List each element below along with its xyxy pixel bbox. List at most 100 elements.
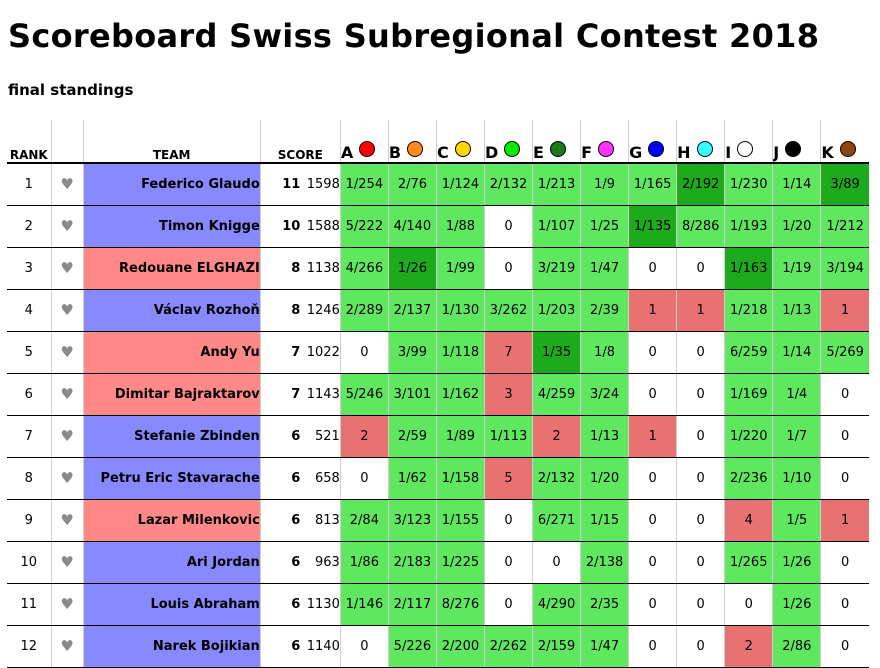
problem-h-result-cell: 0 [676,415,725,458]
problem-i-result-cell: 1/193 [724,205,773,248]
favourite-heart-icon[interactable]: ♥ [50,499,84,542]
problem-b-result-cell: 2/183 [387,541,437,584]
problem-e-result-cell: 4/290 [532,583,581,626]
problem-k-header[interactable]: K [820,120,869,164]
problem-c-result-cell: 1/89 [435,415,485,458]
solved-count-cell: 6 [259,625,301,668]
problem-c-header[interactable]: C [435,120,485,164]
black-balloon-icon [785,141,802,157]
problem-j-result-cell: 1/26 [772,541,821,584]
team-name-cell[interactable]: Narek Bojikian [82,625,261,668]
team-name-cell[interactable]: Ari Jordan [82,541,261,584]
problem-a-header[interactable]: A [339,120,389,164]
problem-g-header[interactable]: G [628,120,677,164]
problem-label: I [725,143,732,162]
rank-cell: 4 [7,289,52,332]
total-time-cell: 1588 [300,205,341,248]
problem-f-result-cell: 2/35 [580,583,629,626]
team-row[interactable]: 4 ♥ Václav Rozhoň 8 1246 2/289 2/137 1/130 3/262… [7,289,869,332]
team-row[interactable]: 8 ♥ Petru Eric Stavarache 6 658 0 1/62 1/158 5 2/… [7,457,869,500]
problem-i-result-cell: 1/265 [724,541,773,584]
team-row[interactable]: 12 ♥ Narek Bojikian 6 1140 0 5/226 2/200 2/262 2/… [7,625,869,668]
team-row[interactable]: 11 ♥ Louis Abraham 6 1130 1/146 2/117 8/276 0 4/2… [7,583,869,626]
team-name-cell[interactable]: Federico Glaudo [82,163,261,206]
favourite-heart-icon[interactable]: ♥ [50,247,84,290]
problem-h-result-cell: 1 [676,289,725,332]
favourite-heart-icon[interactable]: ♥ [50,205,84,248]
team-row[interactable]: 2 ♥ Timon Knigge 10 1588 5/222 4/140 1/88 0 1/107… [7,205,869,248]
team-name-cell[interactable]: Louis Abraham [82,583,261,626]
problem-i-result-cell: 2/236 [724,457,773,500]
team-name-cell[interactable]: Timon Knigge [82,205,261,248]
favourite-heart-icon[interactable]: ♥ [50,415,84,458]
problem-b-result-cell: 2/59 [387,415,437,458]
problem-label: E [533,143,544,162]
team-name-cell[interactable]: Redouane ELGHAZI [82,247,261,290]
problem-g-result-cell: 1 [628,415,677,458]
magenta-balloon-icon [598,141,615,157]
problem-f-result-cell: 3/24 [580,373,629,416]
team-name-cell[interactable]: Dimitar Bajraktarov [82,373,261,416]
page-subtitle: final standings [8,81,134,99]
team-row[interactable]: 3 ♥ Redouane ELGHAZI 8 1138 4/266 1/26 1/99 0 3/2… [7,247,869,290]
team-name-cell[interactable]: Andy Yu [82,331,261,374]
team-row[interactable]: 10 ♥ Ari Jordan 6 963 1/86 2/183 1/225 0 0 2/138 0 0… [7,541,869,584]
team-name-cell[interactable]: Václav Rozhoň [82,289,261,332]
problem-i-header[interactable]: I [724,120,773,164]
problem-b-result-cell: 3/101 [387,373,437,416]
problem-a-result-cell: 2/289 [339,289,389,332]
rank-cell: 3 [7,247,52,290]
favourite-heart-icon[interactable]: ♥ [50,457,84,500]
problem-e-header[interactable]: E [532,120,581,164]
problem-d-result-cell: 0 [483,583,533,626]
problem-f-header[interactable]: F [580,120,629,164]
cyan-balloon-icon [696,141,713,157]
problem-d-result-cell: 0 [483,247,533,290]
problem-e-result-cell: 2 [532,415,581,458]
problem-d-header[interactable]: D [483,120,533,164]
problem-j-result-cell: 2/86 [772,625,821,668]
total-time-cell: 1246 [300,289,341,332]
problem-f-result-cell: 1/20 [580,457,629,500]
problem-e-result-cell: 2/159 [532,625,581,668]
problem-b-result-cell: 3/99 [387,331,437,374]
problem-g-result-cell: 0 [628,541,677,584]
team-name-cell[interactable]: Stefanie Zbinden [82,415,261,458]
problem-b-header[interactable]: B [387,120,437,164]
rank-header: RANK [7,120,52,164]
problem-g-result-cell: 0 [628,625,677,668]
favourite-heart-icon[interactable]: ♥ [50,541,84,584]
problem-label: A [340,143,354,162]
problem-d-result-cell: 2/132 [483,163,533,206]
red-balloon-icon [359,141,376,157]
problem-i-result-cell: 0 [724,583,773,626]
team-row[interactable]: 5 ♥ Andy Yu 7 1022 0 3/99 1/118 7 1/35 1/8 0 0 6/259 1… [7,331,869,374]
problem-g-result-cell: 1/135 [628,205,677,248]
team-name-cell[interactable]: Petru Eric Stavarache [82,457,261,500]
problem-k-result-cell: 0 [820,373,869,416]
problem-g-result-cell: 1 [628,289,677,332]
problem-b-result-cell: 1/62 [387,457,437,500]
solved-count-cell: 8 [259,247,301,290]
problem-a-result-cell: 0 [339,625,389,668]
problem-e-result-cell: 2/132 [532,457,581,500]
favourite-heart-icon[interactable]: ♥ [50,331,84,374]
problem-f-result-cell: 2/138 [580,541,629,584]
problem-a-result-cell: 5/246 [339,373,389,416]
favourite-heart-icon[interactable]: ♥ [50,163,84,206]
favourite-heart-icon[interactable]: ♥ [50,289,84,332]
problem-a-result-cell: 1/254 [339,163,389,206]
favourite-heart-icon[interactable]: ♥ [50,373,84,416]
team-row[interactable]: 7 ♥ Stefanie Zbinden 6 521 2 2/59 1/89 1/113 2 1/1… [7,415,869,458]
problem-j-header[interactable]: J [772,120,821,164]
team-row[interactable]: 1 ♥ Federico Glaudo 11 1598 1/254 2/76 1/124 2/1… [7,163,869,206]
team-row[interactable]: 6 ♥ Dimitar Bajraktarov 7 1143 5/246 3/101 1/16… [7,373,869,416]
rank-cell: 6 [7,373,52,416]
problem-c-result-cell: 1/155 [435,499,485,542]
favourite-heart-icon[interactable]: ♥ [50,625,84,668]
favourite-heart-icon[interactable]: ♥ [50,583,84,626]
problem-h-header[interactable]: H [676,120,725,164]
team-row[interactable]: 9 ♥ Lazar Milenkovic 6 813 2/84 3/123 1/155 0 6/2… [7,499,869,542]
problem-e-result-cell: 3/219 [532,247,581,290]
team-name-cell[interactable]: Lazar Milenkovic [82,499,261,542]
